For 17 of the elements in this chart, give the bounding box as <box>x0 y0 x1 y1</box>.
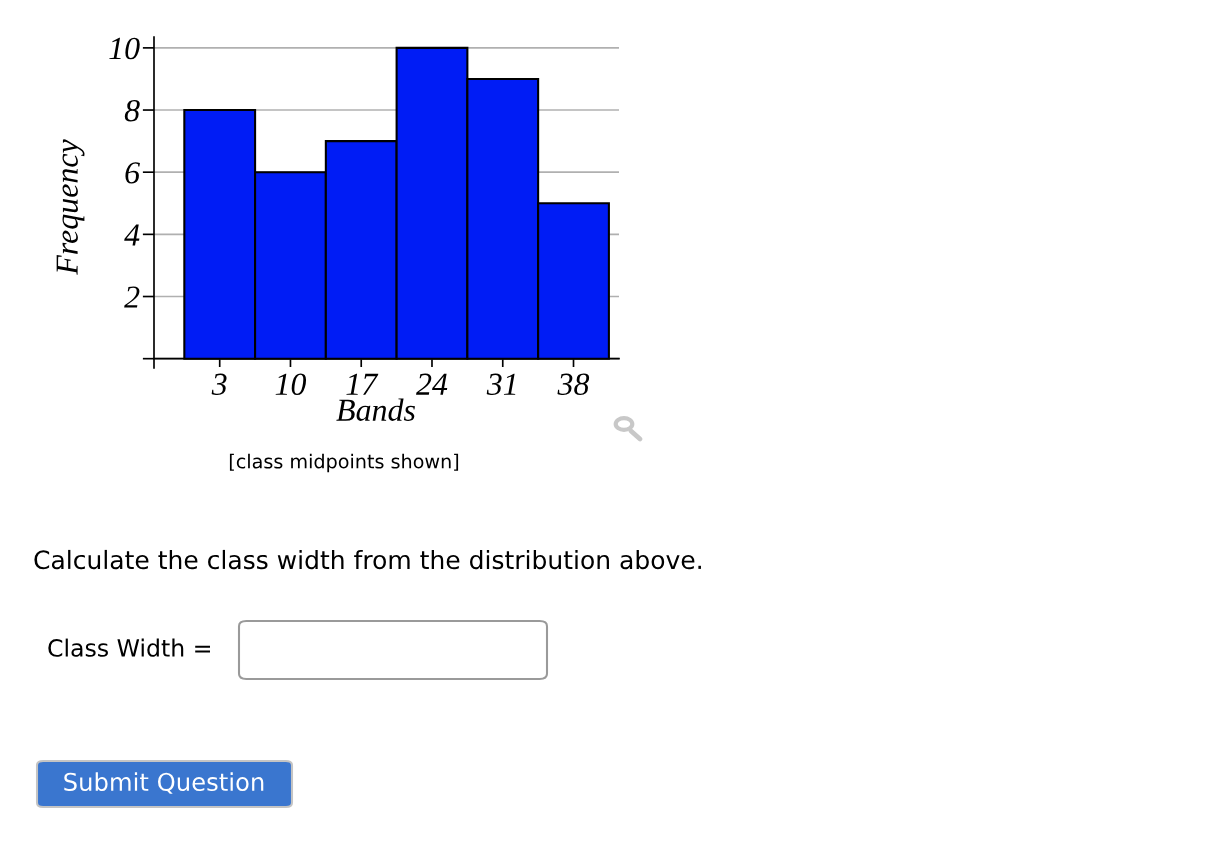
x-axis-title: Bands <box>336 398 415 422</box>
x-tick-label: 10 <box>275 373 307 396</box>
y-tick-label: 8 <box>124 99 140 122</box>
x-tick-label: 24 <box>416 373 448 395</box>
text: Submit Question <box>64 772 264 794</box>
text: [class midpoints shown] <box>229 453 459 473</box>
x-tick-label: 3 <box>211 373 227 396</box>
x-tick-label: 38 <box>557 373 590 396</box>
y-tick-label: 4 <box>124 224 140 246</box>
y-tick-label: 6 <box>125 162 140 184</box>
y-tick-label: 2 <box>124 286 140 308</box>
y-tick-label: 10 <box>109 37 140 60</box>
y-axis-title: Frequency <box>56 139 85 275</box>
text: Class Width = <box>48 638 210 657</box>
x-tick-label: 17 <box>346 373 379 395</box>
text: Calculate the class width from the distribution above. <box>34 549 701 570</box>
x-tick-label: 31 <box>486 373 516 396</box>
